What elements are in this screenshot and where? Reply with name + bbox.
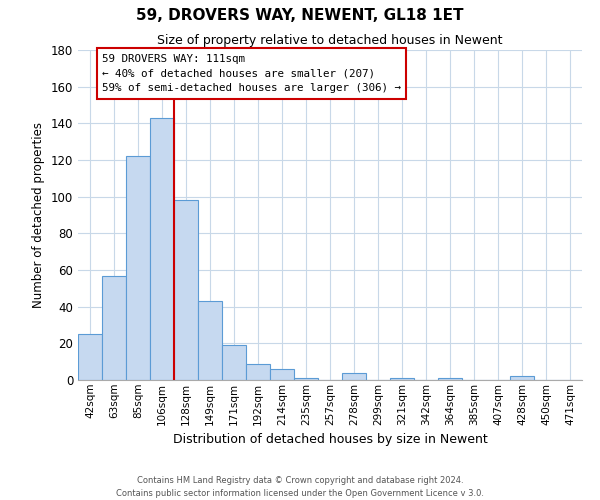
Bar (246, 364, 270, 380)
Bar (390, 378, 414, 380)
Bar (294, 378, 318, 380)
Title: Size of property relative to detached houses in Newent: Size of property relative to detached ho… (157, 34, 503, 48)
Text: Contains HM Land Registry data © Crown copyright and database right 2024.
Contai: Contains HM Land Registry data © Crown c… (116, 476, 484, 498)
Bar (198, 301, 222, 380)
Bar (438, 378, 462, 380)
Y-axis label: Number of detached properties: Number of detached properties (32, 122, 45, 308)
Bar (222, 345, 246, 380)
Bar (102, 276, 126, 380)
Text: 59 DROVERS WAY: 111sqm
← 40% of detached houses are smaller (207)
59% of semi-de: 59 DROVERS WAY: 111sqm ← 40% of detached… (102, 54, 401, 94)
Bar (126, 156, 150, 380)
Bar (342, 372, 366, 380)
Bar (270, 369, 294, 380)
X-axis label: Distribution of detached houses by size in Newent: Distribution of detached houses by size … (173, 433, 487, 446)
Bar (510, 376, 534, 380)
Text: 59, DROVERS WAY, NEWENT, GL18 1ET: 59, DROVERS WAY, NEWENT, GL18 1ET (136, 8, 464, 22)
Bar (78, 334, 102, 380)
Bar (174, 200, 198, 380)
Bar (150, 118, 174, 380)
